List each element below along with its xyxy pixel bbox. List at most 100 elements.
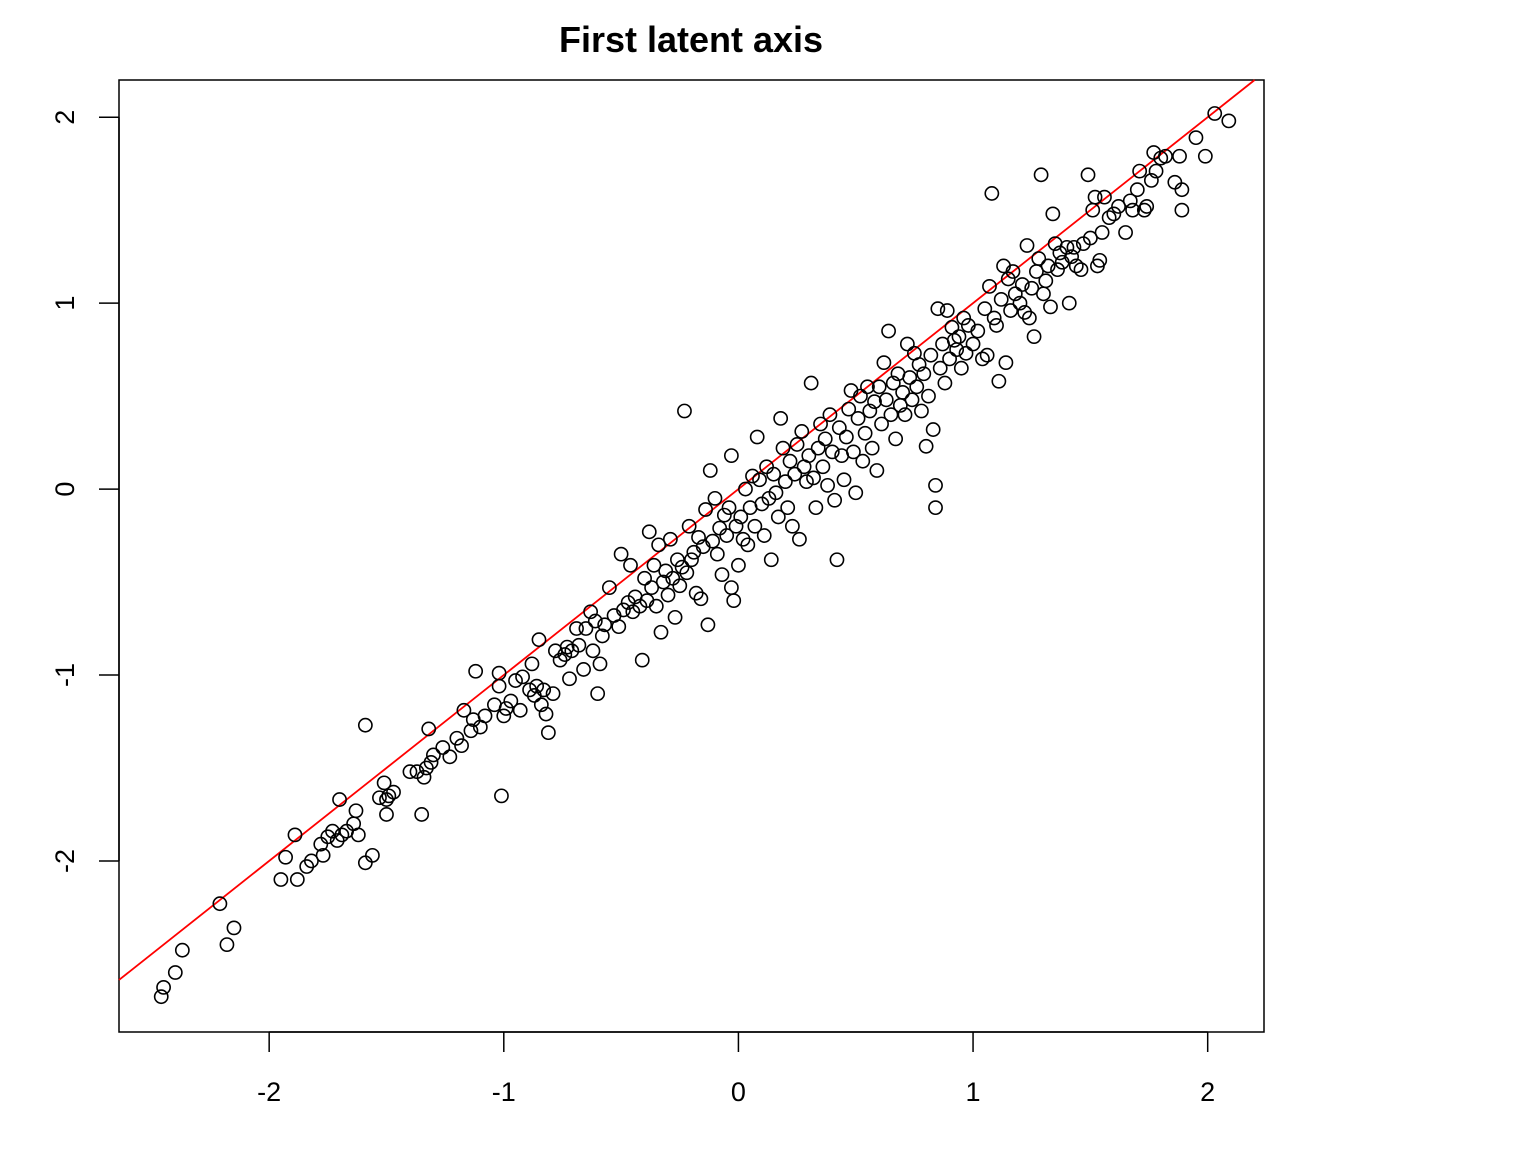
- data-point: [623, 557, 638, 573]
- data-point: [904, 392, 920, 408]
- data-point: [1101, 210, 1117, 225]
- data-point: [806, 470, 821, 486]
- data-point: [864, 440, 880, 456]
- data-point: [747, 518, 763, 534]
- data-point: [1221, 113, 1237, 129]
- data-point: [1118, 225, 1133, 240]
- data-point: [1080, 167, 1096, 183]
- data-point: [1064, 249, 1080, 265]
- data-point: [386, 784, 401, 800]
- data-point: [700, 617, 716, 633]
- data-point: [831, 420, 847, 436]
- y-tick-label: -2: [50, 849, 80, 873]
- data-point: [660, 587, 676, 603]
- data-point: [770, 509, 786, 525]
- data-point: [883, 407, 899, 423]
- data-point: [533, 697, 549, 713]
- data-point: [698, 502, 713, 517]
- data-point: [670, 552, 685, 568]
- data-point: [768, 485, 784, 501]
- data-point: [953, 360, 969, 376]
- data-point: [496, 708, 512, 724]
- data-point: [679, 565, 695, 581]
- data-point: [637, 570, 652, 586]
- data-point: [494, 788, 509, 804]
- data-point: [878, 392, 894, 408]
- data-point: [348, 803, 364, 819]
- data-point: [944, 319, 960, 335]
- data-point: [1059, 239, 1075, 255]
- data-point: [540, 725, 556, 741]
- data-point: [1207, 106, 1223, 121]
- data-point: [616, 602, 631, 618]
- data-point: [777, 474, 793, 490]
- data-point: [226, 920, 242, 936]
- data-point: [799, 474, 814, 490]
- data-point: [592, 656, 608, 672]
- data-point: [789, 437, 805, 452]
- data-point: [491, 678, 507, 694]
- data-point: [1082, 230, 1098, 246]
- data-point: [897, 407, 913, 423]
- data-point: [719, 528, 735, 543]
- data-point: [449, 730, 465, 746]
- data-point: [773, 411, 789, 426]
- data-point: [986, 310, 1002, 326]
- data-point: [871, 379, 887, 395]
- data-point: [993, 292, 1009, 307]
- data-point: [845, 444, 861, 460]
- data-point: [1033, 167, 1049, 183]
- data-point: [984, 186, 1000, 201]
- data-point: [942, 351, 957, 367]
- data-point: [723, 580, 739, 596]
- data-point: [836, 472, 852, 488]
- data-point: [524, 656, 540, 672]
- data-point: [468, 663, 484, 679]
- data-point: [414, 807, 430, 822]
- data-point: [928, 477, 943, 493]
- data-point: [1036, 286, 1051, 302]
- data-point: [334, 827, 350, 843]
- data-point: [557, 647, 573, 662]
- data-point: [756, 528, 772, 543]
- data-point: [728, 518, 744, 534]
- data-point: [923, 347, 939, 363]
- data-point: [733, 509, 749, 525]
- data-point: [402, 764, 418, 780]
- data-point: [174, 942, 190, 958]
- data-point: [601, 580, 617, 596]
- data-point: [646, 557, 662, 573]
- data-point: [1085, 202, 1101, 218]
- data-point: [918, 438, 934, 454]
- data-point: [841, 401, 857, 417]
- data-point: [982, 278, 997, 294]
- data-point: [442, 749, 458, 765]
- data-point: [815, 459, 831, 475]
- data-point: [784, 518, 800, 534]
- data-point: [667, 609, 683, 625]
- data-point: [857, 425, 873, 441]
- data-point: [219, 937, 235, 953]
- data-point: [1174, 182, 1190, 198]
- data-point: [672, 578, 688, 594]
- data-point: [655, 574, 671, 590]
- data-point: [634, 652, 650, 668]
- data-point: [721, 500, 737, 516]
- data-point: [867, 394, 882, 410]
- data-point: [822, 407, 838, 423]
- data-point: [545, 686, 561, 701]
- data-point: [1012, 295, 1028, 311]
- data-point: [1174, 202, 1190, 218]
- data-point: [681, 518, 697, 534]
- x-axis: -2 -1 0 1 2: [257, 1031, 1215, 1107]
- data-point: [766, 466, 782, 482]
- data-point: [508, 673, 523, 688]
- data-point: [829, 552, 845, 568]
- data-point: [1050, 262, 1065, 278]
- data-point: [590, 686, 606, 701]
- y-tick-label: 1: [50, 296, 80, 311]
- data-point: [273, 872, 289, 887]
- identity-reference-line: [118, 79, 1256, 981]
- data-point: [653, 624, 669, 640]
- data-point: [357, 855, 373, 871]
